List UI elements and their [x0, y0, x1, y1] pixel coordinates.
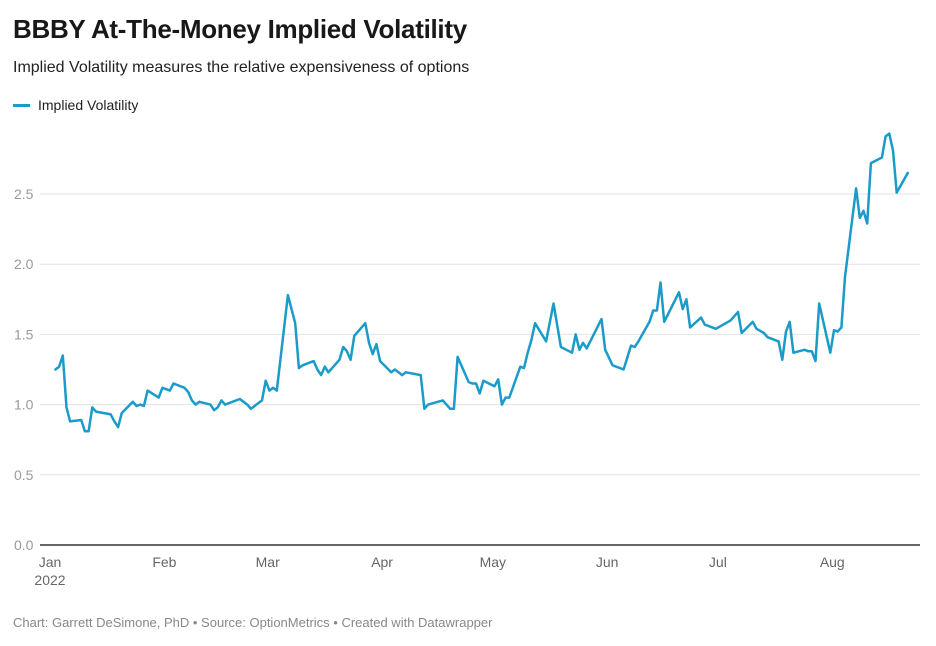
chart-footer: Chart: Garrett DeSimone, PhD • Source: O… — [13, 615, 493, 630]
x-tick-label: Jul — [709, 554, 727, 570]
x-tick-label: Apr — [371, 554, 393, 570]
x-tick-label: Mar — [256, 554, 280, 570]
x-tick-sublabel: 2022 — [34, 572, 65, 588]
y-tick-label: 1.0 — [14, 397, 34, 413]
x-tick-label: May — [480, 554, 506, 570]
chart-subtitle: Implied Volatility measures the relative… — [13, 59, 470, 76]
legend-swatch — [13, 103, 30, 107]
series-line-implied-volatility — [54, 132, 910, 433]
x-tick-label: Aug — [820, 554, 845, 570]
x-tick-label: Feb — [152, 554, 176, 570]
chart-title: BBBY At-The-Money Implied Volatility — [13, 14, 467, 44]
x-tick-label: Jan — [39, 554, 62, 570]
y-tick-label: 2.5 — [14, 186, 34, 202]
legend: Implied Volatility — [13, 97, 138, 113]
y-tick-label: 0.5 — [14, 467, 34, 483]
x-tick-label: Jun — [596, 554, 619, 570]
y-tick-label: 1.5 — [14, 326, 34, 342]
legend-label: Implied Volatility — [38, 97, 139, 113]
y-tick-label: 0.0 — [14, 537, 34, 553]
y-tick-label: 2.0 — [14, 256, 34, 272]
